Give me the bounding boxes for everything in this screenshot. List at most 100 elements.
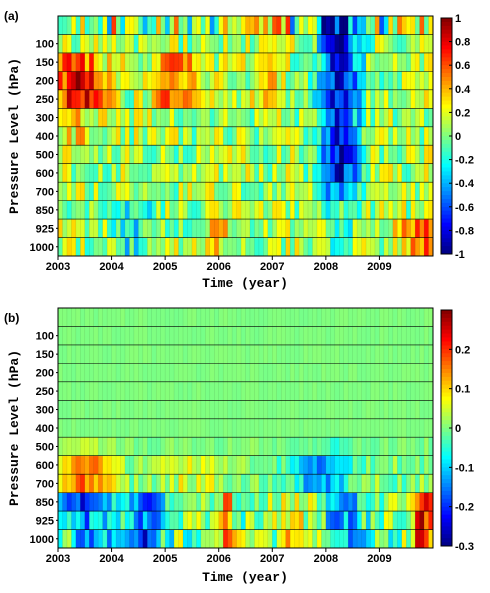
heatmap-cell <box>308 16 313 35</box>
heatmap-cell <box>303 474 309 493</box>
heatmap-cell <box>428 182 434 201</box>
heatmap-cell <box>383 492 389 512</box>
heatmap-cell <box>366 108 371 128</box>
heatmap-cell <box>383 237 389 257</box>
heatmap-cell <box>424 418 429 438</box>
heatmap-cell <box>410 219 416 238</box>
heatmap-cell <box>366 200 371 220</box>
heatmap-cell <box>75 145 81 165</box>
heatmap-cell <box>58 455 63 475</box>
heatmap-cell <box>343 89 349 109</box>
heatmap-cell <box>187 219 193 238</box>
heatmap-cell <box>75 108 81 128</box>
heatmap-cell <box>66 418 72 438</box>
heatmap-cell <box>343 344 349 364</box>
colorbar-segment <box>441 128 452 133</box>
colorbar-tick-label: -0.3 <box>455 541 474 553</box>
heatmap-cell <box>142 200 148 220</box>
heatmap-cell <box>245 363 251 383</box>
heatmap-cell <box>308 308 313 327</box>
heatmap-cell <box>357 108 362 128</box>
heatmap-cell <box>165 326 170 346</box>
heatmap-cell <box>124 492 130 512</box>
heatmap-cell <box>93 52 99 72</box>
heatmap-cell <box>209 108 215 128</box>
heatmap-cell <box>352 492 358 512</box>
heatmap-cell <box>98 326 103 346</box>
heatmap-cell <box>357 200 362 220</box>
heatmap-cell <box>133 71 139 91</box>
heatmap-cell <box>151 474 157 493</box>
heatmap-cell <box>361 163 367 183</box>
heatmap-cell <box>142 71 148 91</box>
heatmap-cell <box>232 437 237 457</box>
heatmap-cell <box>294 145 300 165</box>
heatmap-cell <box>241 418 246 438</box>
heatmap-cell <box>116 455 121 475</box>
heatmap-cell <box>388 71 394 91</box>
heatmap-cell <box>406 219 412 238</box>
heatmap-cell <box>294 511 300 530</box>
heatmap-cell <box>397 182 403 201</box>
heatmap-cell <box>401 474 407 493</box>
heatmap-cell <box>357 418 362 438</box>
heatmap-cell <box>330 219 336 238</box>
heatmap-cell <box>357 182 362 201</box>
heatmap-cell <box>227 71 233 91</box>
heatmap-cell <box>245 400 251 420</box>
heatmap-cell <box>138 108 144 128</box>
heatmap-cell <box>428 455 434 475</box>
heatmap-cell <box>93 474 99 493</box>
heatmap-cell <box>200 381 206 401</box>
heatmap-cell <box>281 71 287 91</box>
heatmap-cell <box>124 108 130 128</box>
heatmap-cell <box>66 200 72 220</box>
heatmap-cell <box>415 52 420 72</box>
heatmap-cell <box>98 237 103 257</box>
heatmap-cell <box>245 34 251 54</box>
heatmap-cell <box>410 529 416 549</box>
heatmap-cell <box>107 400 112 420</box>
heatmap-cell <box>325 326 331 346</box>
heatmap-cell <box>174 108 179 128</box>
heatmap-cell <box>321 529 327 549</box>
heatmap-cell <box>308 474 313 493</box>
heatmap-cell <box>249 145 255 165</box>
heatmap-cell <box>62 219 68 238</box>
heatmap-cell <box>62 455 68 475</box>
colorbar-segment <box>441 510 452 515</box>
heatmap-cell <box>254 34 260 54</box>
heatmap-cell <box>366 163 371 183</box>
heatmap-cell <box>366 126 371 146</box>
heatmap-cell <box>276 126 282 146</box>
heatmap-cell <box>325 418 331 438</box>
heatmap-cell <box>312 326 318 346</box>
colorbar-segment <box>441 365 452 370</box>
heatmap-cell <box>303 52 309 72</box>
heatmap-cell <box>89 474 95 493</box>
heatmap-cell <box>388 344 394 364</box>
heatmap-cell <box>263 529 269 549</box>
colorbar-segment <box>441 206 452 212</box>
heatmap-cell <box>232 474 237 493</box>
heatmap-cell <box>366 326 371 346</box>
heatmap-cell <box>209 237 215 257</box>
heatmap-cell <box>98 474 103 493</box>
heatmap-cell <box>214 163 220 183</box>
heatmap-cell <box>66 381 72 401</box>
heatmap-cell <box>183 381 188 401</box>
heatmap-cell <box>276 145 282 165</box>
heatmap-cell <box>339 326 345 346</box>
heatmap-cell <box>312 492 318 512</box>
heatmap-cell <box>290 108 295 128</box>
heatmap-cell <box>383 89 389 109</box>
heatmap-cell <box>169 400 175 420</box>
heatmap-cell <box>415 492 420 512</box>
heatmap-cell <box>200 126 206 146</box>
heatmap-cell <box>102 474 108 493</box>
heatmap-cell <box>133 108 139 128</box>
heatmap-cell <box>241 182 246 201</box>
heatmap-cell <box>321 126 327 146</box>
heatmap-cell <box>316 89 322 109</box>
colorbar-tick-label: -0.4 <box>455 178 475 190</box>
